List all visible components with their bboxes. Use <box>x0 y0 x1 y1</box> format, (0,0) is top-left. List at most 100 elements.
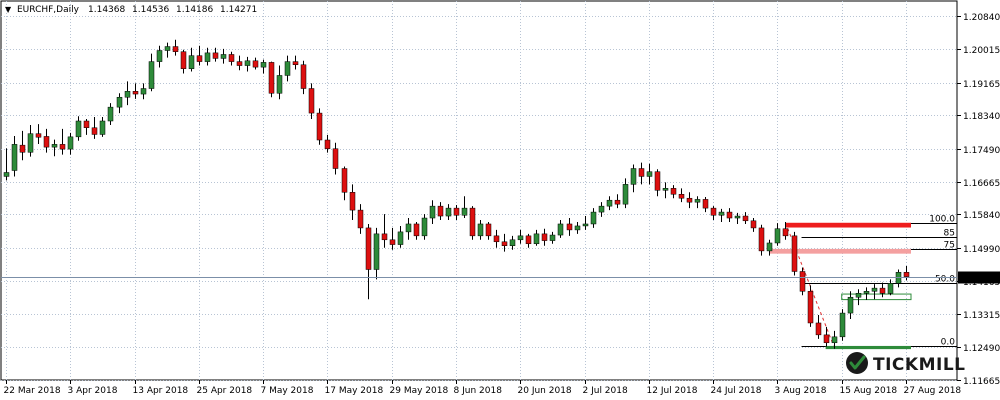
candle-bull <box>421 217 428 237</box>
candle-bull <box>373 233 380 270</box>
candle-bear <box>172 46 179 52</box>
candle-bull <box>67 136 74 150</box>
y-tick-label: 1.11665 <box>963 377 1000 387</box>
x-tick-label: 8 Jun 2018 <box>454 386 503 396</box>
candle-bear <box>324 139 331 149</box>
candle-bear <box>252 60 259 68</box>
candle-bull <box>774 228 781 244</box>
low-value: 1.14186 <box>176 5 213 15</box>
candle-bear <box>823 334 830 344</box>
candle-bull <box>734 215 741 219</box>
y-tick-label: 1.17490 <box>963 146 1000 156</box>
x-tick-label: 17 May 2018 <box>325 386 384 396</box>
fib-trend-line <box>784 222 835 347</box>
candle-bear <box>453 207 460 216</box>
candle-bear <box>614 199 621 205</box>
candle-bull <box>477 223 484 237</box>
y-tick-label: 1.19165 <box>963 80 1000 90</box>
close-value: 1.14271 <box>220 5 257 15</box>
candle-bull <box>107 106 114 122</box>
candle-bear <box>43 136 50 148</box>
x-tick-label: 3 Apr 2018 <box>68 386 118 396</box>
zone-red <box>785 222 911 228</box>
candle-bull <box>855 293 862 298</box>
fib-level-label: 100.0 <box>929 215 955 225</box>
candle-bull <box>606 199 613 207</box>
candle-bear <box>702 199 709 209</box>
candle-bear <box>316 112 323 141</box>
candle-bear <box>742 215 749 222</box>
zone-green <box>825 345 911 350</box>
candle-bull <box>51 144 58 148</box>
candle-bear <box>782 228 789 237</box>
candle-bear <box>815 322 822 336</box>
candle-bear <box>228 54 235 62</box>
candle-bear <box>308 88 315 114</box>
candle-bull <box>557 223 564 236</box>
candle-bear <box>349 192 356 211</box>
x-tick-label: 12 Jul 2018 <box>647 386 698 396</box>
candle-bull <box>847 296 854 314</box>
x-tick-label: 25 Apr 2018 <box>197 386 253 396</box>
x-tick-label: 22 Mar 2018 <box>4 386 61 396</box>
collapse-arrow-icon[interactable]: ▼ <box>5 5 12 14</box>
candle-bull <box>694 199 701 203</box>
y-tick-label: 1.20840 <box>963 13 1000 23</box>
candle-bull <box>590 211 597 225</box>
candle-bull <box>574 225 581 231</box>
tickmill-logo-icon <box>846 352 868 374</box>
x-tick-label: 13 Apr 2018 <box>133 386 189 396</box>
candle-bull <box>549 234 556 241</box>
symbol-label: EURCHF,Daily <box>17 5 80 15</box>
candle-bear <box>91 127 98 135</box>
candle-bull <box>204 52 211 62</box>
x-tick-label: 24 Jul 2018 <box>711 386 762 396</box>
candle-bear <box>501 241 508 246</box>
candle-bear <box>381 233 388 241</box>
fib-level-label: 85 <box>944 229 955 239</box>
candle-bull <box>461 207 468 216</box>
candle-bull <box>99 120 106 135</box>
candle-bull <box>3 172 10 177</box>
candle-bull <box>164 46 171 51</box>
y-tick-label: 1.14990 <box>963 245 1000 255</box>
candle-bear <box>566 223 573 231</box>
candle-bull <box>140 88 147 95</box>
zone-pink <box>769 248 911 254</box>
candle-bear <box>525 235 532 245</box>
chart-header: ▼ EURCHF,Daily 1.14368 1.14536 1.14186 1… <box>5 5 257 15</box>
candle-bear <box>196 55 203 62</box>
candle-bull <box>622 184 629 205</box>
candle-bear <box>19 144 26 153</box>
candle-bear <box>807 291 814 324</box>
candle-bear <box>485 223 492 237</box>
candle-bear <box>341 168 348 193</box>
y-tick-label: 1.13315 <box>963 311 1000 321</box>
candle-bear <box>799 271 806 292</box>
candle-bull <box>116 96 123 108</box>
candle-bear <box>413 223 420 237</box>
fib-level-label: 75 <box>944 241 955 251</box>
candle-bear <box>268 62 275 94</box>
candle-bull <box>124 91 131 98</box>
candle-bull <box>533 233 540 245</box>
candle-bear <box>83 120 90 128</box>
candle-bear <box>236 61 243 66</box>
candle-bull <box>148 61 155 89</box>
current-price-badge <box>958 271 1000 284</box>
candle-bear <box>541 233 548 241</box>
candle-bear <box>750 220 757 229</box>
tickmill-wordmark: TICKMILL <box>873 355 965 375</box>
candle-bear <box>180 51 187 69</box>
candle-bear <box>469 207 476 237</box>
candle-bull <box>871 287 878 292</box>
candle-bull <box>429 205 436 219</box>
candle-bull <box>517 235 524 241</box>
candle-bull <box>220 54 227 59</box>
candle-bull <box>630 168 637 185</box>
candle-bull <box>863 291 870 294</box>
fib-level-label: 0.0 <box>941 338 956 348</box>
high-value: 1.14536 <box>132 5 169 15</box>
candle-bear <box>357 209 364 229</box>
